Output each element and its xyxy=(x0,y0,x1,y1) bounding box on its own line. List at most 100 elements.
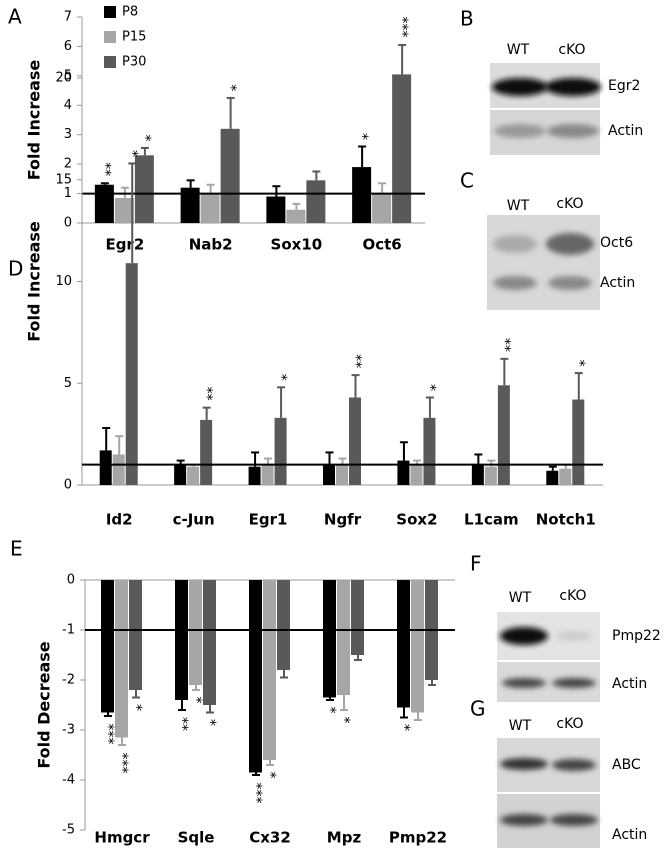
bar xyxy=(248,466,261,485)
significance-label: * xyxy=(202,719,218,726)
band xyxy=(556,631,592,641)
y-tick-label: 0 xyxy=(67,573,75,588)
x-tick-label: Pmp22 xyxy=(389,829,447,847)
lane-label: WT xyxy=(509,590,532,606)
lane-label: WT xyxy=(509,718,532,734)
lane-label: WT xyxy=(507,198,530,214)
band xyxy=(502,678,546,688)
lane-label: cKO xyxy=(556,716,583,732)
lane-label: WT xyxy=(507,42,530,58)
panel-letter: E xyxy=(10,537,23,561)
bar xyxy=(114,197,134,223)
significance-label: * xyxy=(322,707,338,714)
y-tick-label: 1 xyxy=(64,186,72,201)
bar xyxy=(129,580,142,690)
band xyxy=(545,78,601,96)
legend-swatch xyxy=(104,56,116,68)
bar xyxy=(220,128,240,223)
significance-label: * xyxy=(422,384,438,391)
band-label: Actin xyxy=(612,676,647,692)
y-tick-label: 6 xyxy=(64,39,72,54)
y-tick-label: 0 xyxy=(64,478,72,493)
bar xyxy=(200,419,213,485)
bar xyxy=(180,187,200,223)
bar xyxy=(471,464,484,485)
band xyxy=(546,233,594,255)
x-tick-label: Sox10 xyxy=(271,236,323,254)
significance-label: * xyxy=(396,724,412,731)
bar xyxy=(372,193,392,223)
bar xyxy=(423,417,436,485)
x-tick-label: Oct6 xyxy=(362,236,401,254)
bar xyxy=(411,580,424,713)
legend-label: P30 xyxy=(122,55,146,70)
x-tick-label: Ngfr xyxy=(324,511,362,529)
y-axis-label: Fold Decrease xyxy=(35,641,54,768)
significance-label: * xyxy=(336,717,352,724)
significance-label: * xyxy=(128,704,144,711)
bar xyxy=(397,580,410,708)
band-label: Pmp22 xyxy=(612,628,661,644)
bar xyxy=(263,580,276,760)
y-tick-label: 5 xyxy=(64,376,72,391)
band xyxy=(500,758,548,770)
bar xyxy=(99,450,112,485)
significance-label: ** xyxy=(348,354,364,368)
band xyxy=(493,276,537,290)
lane-label: cKO xyxy=(559,588,586,604)
x-tick-label: Egr2 xyxy=(105,236,144,254)
bar xyxy=(497,385,510,485)
significance-label: *** xyxy=(114,753,130,774)
band xyxy=(494,124,546,138)
band xyxy=(552,759,596,771)
bar xyxy=(174,464,187,485)
y-tick-label: 0 xyxy=(64,216,72,231)
bar xyxy=(266,196,286,223)
band xyxy=(548,276,592,290)
bar xyxy=(306,180,326,223)
legend-swatch xyxy=(104,31,116,43)
x-tick-label: Id2 xyxy=(106,511,133,529)
bar xyxy=(94,184,114,223)
band-label: Oct6 xyxy=(600,235,633,251)
y-tick-label: 7 xyxy=(64,10,72,25)
y-tick-label: 15 xyxy=(55,172,72,187)
lane-label: cKO xyxy=(556,196,583,212)
panel-letter: B xyxy=(460,7,474,31)
legend-swatch xyxy=(104,6,116,18)
x-tick-label: Nab2 xyxy=(189,236,233,254)
bar xyxy=(277,580,290,670)
significance-label: * xyxy=(571,360,587,367)
significance-label: ** xyxy=(496,338,512,352)
bar xyxy=(546,470,559,485)
y-tick-label: -4 xyxy=(62,773,75,788)
bar xyxy=(559,468,572,485)
band-label: ABC xyxy=(612,757,641,773)
band-label: Actin xyxy=(612,827,647,843)
significance-label: * xyxy=(273,374,289,381)
band-label: Egr2 xyxy=(608,78,640,94)
bar xyxy=(200,193,220,223)
y-tick-label: 2 xyxy=(64,157,72,172)
significance-label: * xyxy=(262,772,278,779)
y-tick-label: 3 xyxy=(64,127,72,142)
band-label: Actin xyxy=(600,275,635,291)
y-tick-label: -5 xyxy=(62,823,75,838)
x-tick-label: Egr1 xyxy=(249,511,288,529)
bar xyxy=(392,74,412,223)
legend-label: P8 xyxy=(122,5,138,20)
y-tick-label: -1 xyxy=(62,623,75,638)
significance-label: *** xyxy=(248,783,264,804)
band xyxy=(500,814,548,826)
y-tick-label: 10 xyxy=(55,274,72,289)
x-tick-label: Hmgcr xyxy=(94,829,150,847)
bar xyxy=(572,399,585,485)
band-label: Actin xyxy=(608,123,643,139)
bar xyxy=(125,263,138,485)
significance-label: ** xyxy=(97,162,113,176)
band xyxy=(493,235,537,253)
y-tick-label: 20 xyxy=(55,71,72,86)
bar xyxy=(349,397,361,485)
panel-letter: F xyxy=(470,552,482,576)
